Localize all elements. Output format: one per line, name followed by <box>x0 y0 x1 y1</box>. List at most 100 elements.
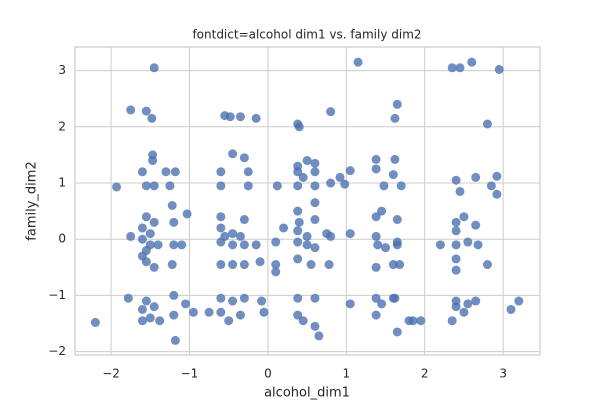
point <box>506 304 516 314</box>
point <box>259 307 269 317</box>
point <box>377 299 387 309</box>
point <box>239 260 249 270</box>
point <box>161 167 171 177</box>
x-axis-label: alcohol_dim1 <box>264 386 350 400</box>
point <box>451 254 461 264</box>
point <box>340 179 350 189</box>
point <box>177 240 187 250</box>
point <box>188 307 198 317</box>
y-tick-label: −1 <box>48 288 66 302</box>
x-tick-label: 2 <box>421 367 429 381</box>
point <box>293 254 303 264</box>
point <box>310 158 320 168</box>
point <box>228 260 238 270</box>
point <box>451 302 461 312</box>
x-tick-label: 1 <box>342 367 350 381</box>
point <box>435 240 445 250</box>
point <box>324 260 334 270</box>
point <box>392 327 402 337</box>
point <box>257 296 267 306</box>
point <box>371 154 381 164</box>
point <box>302 231 312 241</box>
point <box>228 229 238 239</box>
point <box>306 260 316 270</box>
point <box>271 267 281 277</box>
point <box>235 231 245 241</box>
point <box>147 113 157 123</box>
point <box>293 310 303 320</box>
point <box>294 217 304 227</box>
point <box>137 316 147 326</box>
point <box>310 293 320 303</box>
point <box>137 167 147 177</box>
point <box>216 293 226 303</box>
x-tick-label: 3 <box>499 367 507 381</box>
point <box>392 99 402 109</box>
point <box>141 296 151 306</box>
point <box>371 164 381 174</box>
point <box>463 237 473 247</box>
point <box>243 167 253 177</box>
point <box>126 105 136 115</box>
point <box>371 262 381 272</box>
y-tick-label: 2 <box>58 119 66 133</box>
point <box>326 231 336 241</box>
point <box>141 181 151 191</box>
point <box>225 112 235 122</box>
point <box>141 257 151 267</box>
point <box>451 175 461 185</box>
point <box>123 293 133 303</box>
point <box>396 181 406 191</box>
point <box>149 63 159 73</box>
point <box>141 106 151 116</box>
point <box>408 316 418 326</box>
point <box>239 293 249 303</box>
point <box>377 206 387 216</box>
y-axis-label: family_dim2 <box>25 161 40 240</box>
point <box>494 64 504 74</box>
point <box>216 181 226 191</box>
point <box>310 243 320 253</box>
point <box>228 296 238 306</box>
y-tick-label: 1 <box>58 176 66 190</box>
point <box>169 290 179 300</box>
point <box>447 316 457 326</box>
point <box>314 331 324 341</box>
point <box>451 226 461 236</box>
point <box>467 57 477 67</box>
point <box>293 237 303 247</box>
point <box>149 217 159 227</box>
point <box>451 240 461 250</box>
point <box>371 212 381 222</box>
point <box>145 313 155 323</box>
point <box>371 231 381 241</box>
point <box>216 237 226 247</box>
point <box>239 215 249 225</box>
point <box>224 316 234 326</box>
point <box>137 223 147 233</box>
point <box>149 262 159 272</box>
point <box>293 226 303 236</box>
point <box>390 113 400 123</box>
point <box>310 321 320 331</box>
point <box>145 229 155 239</box>
point <box>90 317 100 327</box>
point <box>137 304 147 314</box>
point <box>345 229 355 239</box>
point <box>302 156 312 166</box>
point <box>239 153 249 163</box>
point <box>335 172 345 182</box>
point <box>293 181 303 191</box>
y-tick-label: 3 <box>58 63 66 77</box>
point <box>294 122 304 132</box>
point <box>272 181 282 191</box>
point <box>482 119 492 129</box>
point <box>392 240 402 250</box>
point <box>216 223 226 233</box>
point <box>279 223 289 233</box>
point <box>471 172 481 182</box>
point <box>395 260 405 270</box>
point <box>167 260 177 270</box>
point <box>514 296 524 306</box>
